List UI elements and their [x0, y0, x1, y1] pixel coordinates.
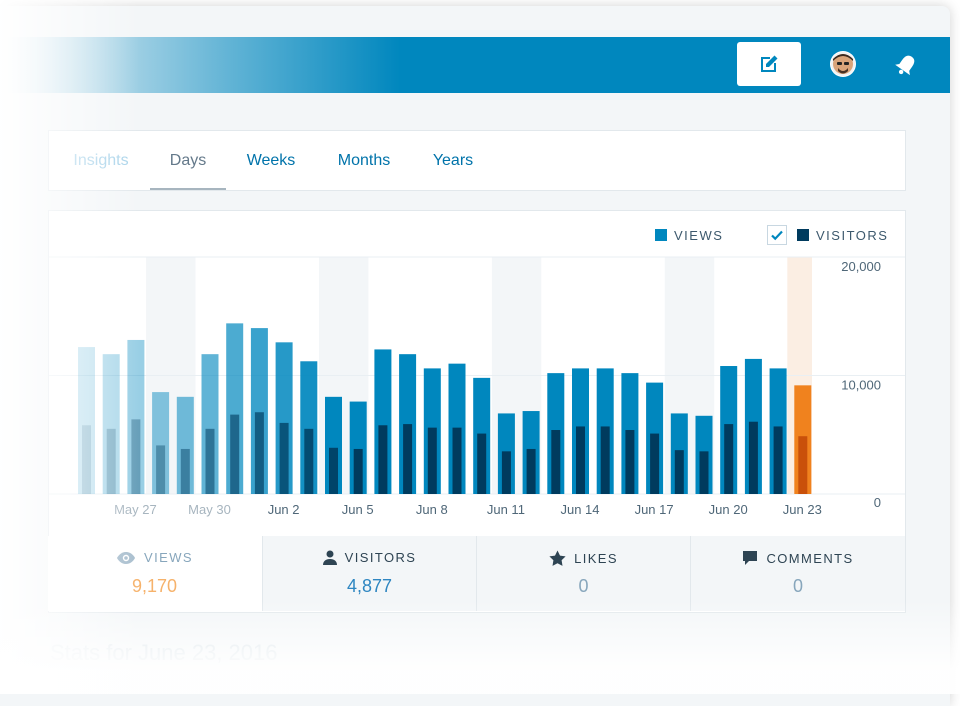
bar-chart: May 27 May 30 Jun 2 Jun 5 Jun 8 Jun 11 Jun 14 J… — [49, 256, 905, 517]
visitors-bar — [625, 430, 635, 494]
summary-visitors-value: 4,877 — [346, 576, 393, 596]
visitors-bar — [501, 451, 511, 494]
visitors-bar — [106, 428, 116, 494]
summary-comments-value: 0 — [792, 576, 803, 596]
write-button[interactable] — [737, 42, 801, 86]
person-icon — [322, 550, 337, 565]
visitors-bar — [773, 426, 783, 494]
summary-visitors[interactable]: VISITORS 4,877 — [262, 536, 476, 611]
summary-comments[interactable]: COMMENTS 0 — [690, 536, 905, 611]
tab-years[interactable]: Years — [432, 152, 474, 169]
y-tick-label: 0 — [874, 495, 881, 510]
user-avatar[interactable] — [830, 51, 856, 77]
visitors-bar — [230, 414, 240, 494]
visitors-bar — [724, 424, 734, 494]
visitors-bar — [452, 427, 462, 494]
notifications-button[interactable] — [893, 52, 919, 78]
summary-visitors-label: VISITORS — [344, 550, 417, 565]
visitors-bar — [477, 433, 487, 494]
x-tick-label: Jun 2 — [268, 502, 300, 517]
visitors-bar — [304, 428, 314, 494]
y-tick-label: 20,000 — [841, 259, 881, 274]
summary-views-label: VIEWS — [144, 550, 193, 565]
visitors-bar — [699, 451, 709, 494]
x-tick-label: Jun 23 — [783, 502, 822, 517]
tab-weeks[interactable]: Weeks — [246, 152, 296, 169]
x-tick-label: Jun 8 — [416, 502, 448, 517]
avatar-image — [831, 52, 855, 76]
visitors-bar — [131, 419, 141, 494]
x-tick-label: Jun 14 — [560, 502, 599, 517]
visitors-bar — [576, 426, 585, 494]
visitors-bar — [82, 425, 91, 494]
summary-views-value: 9,170 — [131, 576, 178, 596]
x-tick-label: May 30 — [188, 502, 231, 517]
visitors-bar — [254, 412, 264, 494]
visitors-bar — [798, 436, 808, 494]
visitors-bar — [674, 450, 684, 494]
x-tick-label: Jun 5 — [342, 502, 374, 517]
visitors-bar — [156, 445, 166, 494]
visitors-bar — [329, 447, 338, 494]
summary-likes-value: 0 — [578, 576, 589, 596]
period-tabs: Insights Days Weeks Months Years — [48, 130, 906, 191]
tab-months[interactable]: Months — [337, 152, 391, 169]
bell-icon — [895, 55, 915, 76]
visitors-bar — [526, 448, 536, 494]
visitors-bar — [748, 421, 758, 494]
tab-days[interactable]: Days — [150, 131, 226, 190]
visitors-bar — [279, 422, 289, 494]
visitors-bar — [180, 448, 190, 494]
tab-insights[interactable]: Insights — [73, 152, 129, 169]
eye-icon — [117, 551, 136, 564]
summary-likes-label: LIKES — [574, 550, 618, 566]
visitors-bar — [600, 426, 610, 494]
x-tick-label: Jun 11 — [487, 502, 525, 517]
x-tick-label: Jun 20 — [709, 502, 748, 517]
visitors-bar — [650, 433, 660, 494]
star-icon — [549, 550, 566, 566]
visitors-bar — [353, 448, 363, 494]
comment-icon — [743, 551, 758, 565]
visitors-bar — [378, 425, 388, 494]
x-tick-label: May 27 — [114, 502, 157, 517]
y-tick-label: 10,000 — [841, 378, 881, 393]
visitors-bar — [427, 427, 437, 494]
masterbar — [0, 37, 950, 93]
summary-comments-label: COMMENTS — [766, 550, 854, 566]
visitors-bar — [403, 424, 413, 494]
pencil-square-icon — [761, 55, 778, 72]
summary-likes[interactable]: LIKES 0 — [476, 536, 690, 611]
summary-views[interactable]: VIEWS 9,170 — [48, 536, 261, 611]
visitors-bar — [205, 428, 215, 494]
x-tick-label: Jun 17 — [635, 502, 674, 517]
visitors-bar — [551, 430, 561, 494]
stats-summary: VIEWS 9,170 VISITORS 4,877 LIKES 0 COMME… — [48, 536, 905, 611]
stats-date-heading: Stats for June 23, 2016 — [50, 640, 278, 665]
